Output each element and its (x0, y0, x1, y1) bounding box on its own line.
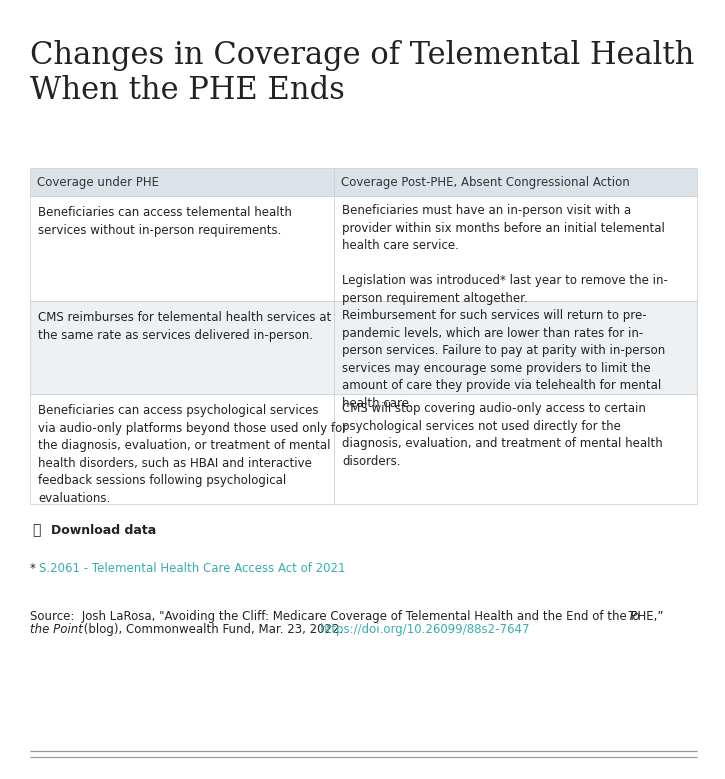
Text: the Point: the Point (30, 623, 83, 636)
Text: CMS reimburses for telemental health services at
the same rate as services deliv: CMS reimburses for telemental health ser… (38, 311, 331, 341)
Bar (30, 196, 334, 301)
Text: Beneficiaries can access telemental health
services without in-person requiremen: Beneficiaries can access telemental heal… (38, 206, 292, 237)
Text: Coverage under PHE: Coverage under PHE (37, 175, 159, 189)
Text: (blog), Commonwealth Fund, Mar. 23, 2022.: (blog), Commonwealth Fund, Mar. 23, 2022… (80, 623, 347, 636)
Text: *: * (30, 562, 40, 575)
Text: Download data: Download data (51, 523, 157, 537)
Text: S.2061 - Telemental Health Care Access Act of 2021: S.2061 - Telemental Health Care Access A… (39, 562, 346, 575)
Bar (334, 196, 697, 301)
Text: ⤓: ⤓ (32, 523, 41, 537)
Bar (30, 168, 334, 196)
Text: Reimbursement for such services will return to pre-
pandemic levels, which are l: Reimbursement for such services will ret… (342, 309, 666, 410)
Text: CMS will stop covering audio-only access to certain
psychological services not u: CMS will stop covering audio-only access… (342, 402, 663, 467)
Bar (30, 394, 334, 504)
Text: Source:  Josh LaRosa, "Avoiding the Cliff: Medicare Coverage of Telemental Healt: Source: Josh LaRosa, "Avoiding the Cliff… (30, 610, 667, 623)
Text: Changes in Coverage of Telemental Health
When the PHE Ends: Changes in Coverage of Telemental Health… (30, 40, 695, 106)
Text: Coverage Post-PHE, Absent Congressional Action: Coverage Post-PHE, Absent Congressional … (341, 175, 630, 189)
Bar (334, 394, 697, 504)
Bar (334, 301, 697, 394)
Text: Beneficiaries must have an in-person visit with a
provider within six months bef: Beneficiaries must have an in-person vis… (342, 204, 668, 305)
Text: Beneficiaries can access psychological services
via audio-only platforms beyond : Beneficiaries can access psychological s… (38, 404, 347, 505)
Bar (334, 168, 697, 196)
Bar (30, 301, 334, 394)
Text: To: To (628, 610, 641, 623)
Text: https://doi.org/10.26099/88s2-7647: https://doi.org/10.26099/88s2-7647 (320, 623, 531, 636)
